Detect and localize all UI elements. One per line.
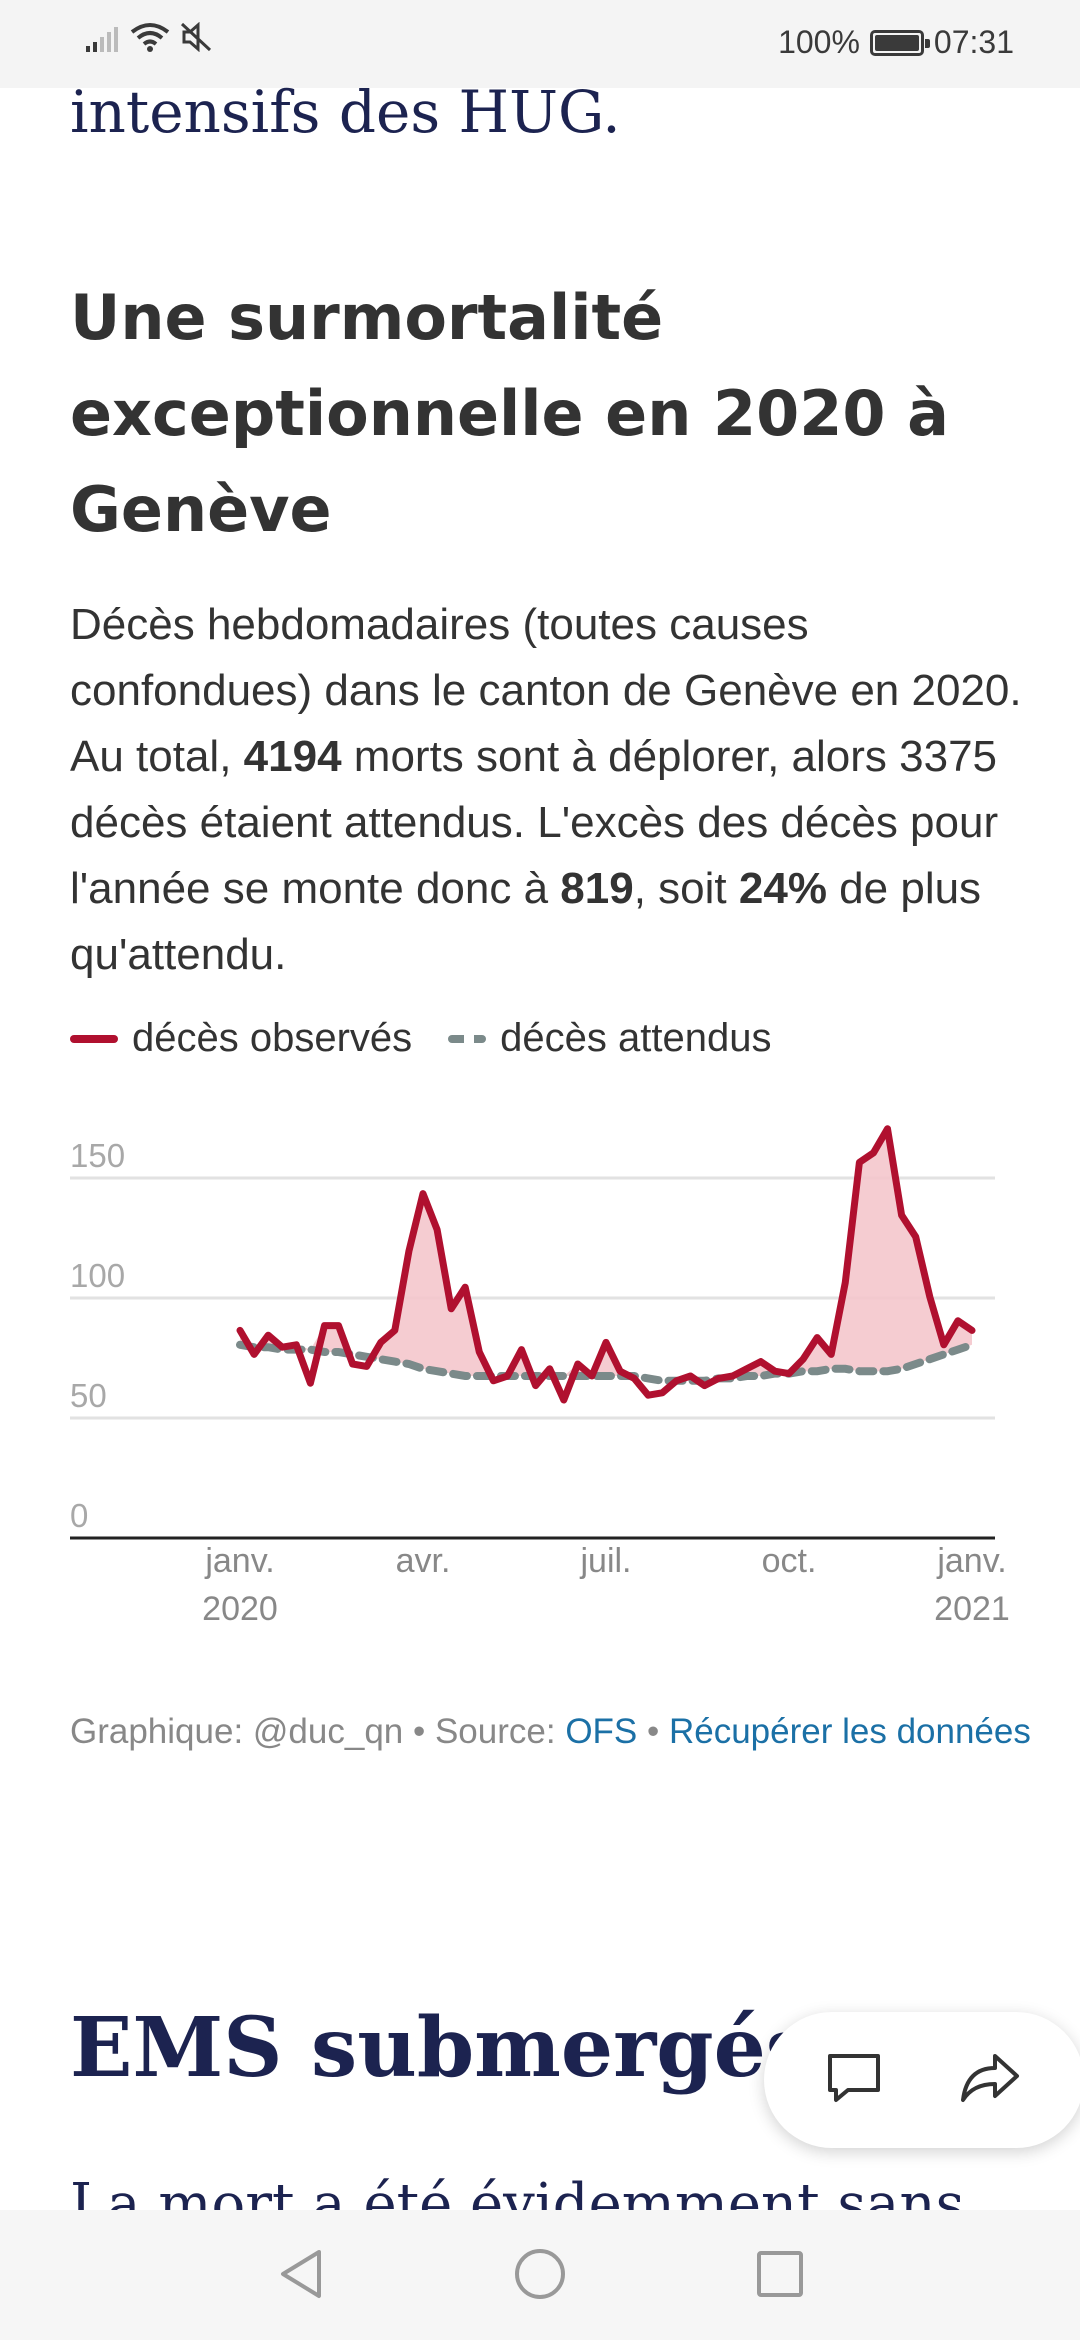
section-title-line: Genève bbox=[70, 473, 332, 546]
mortality-chart: 0 50 100 150 janv. 2020 avr. juil. oct. janv. 2021 bbox=[70, 1125, 1010, 1628]
mute-icon bbox=[180, 21, 214, 60]
back-icon bbox=[275, 2246, 325, 2307]
y-tick-label: 150 bbox=[70, 1137, 125, 1174]
comment-button[interactable] bbox=[820, 2046, 888, 2114]
battery-icon bbox=[869, 29, 930, 56]
clock: 07:31 bbox=[933, 24, 1014, 60]
previous-paragraph-end: intensifs des HUG. bbox=[70, 78, 621, 146]
home-button[interactable] bbox=[508, 2244, 572, 2308]
chart-legend: décès observés décès attendus bbox=[70, 1016, 771, 1061]
section-title: Une surmortalité exceptionnelle en 2020 … bbox=[70, 270, 1010, 558]
y-tick-label: 100 bbox=[70, 1257, 125, 1294]
source-separator: • bbox=[637, 1712, 669, 1751]
status-icons-left bbox=[86, 21, 214, 60]
lead-text: Décès hebdomadaires (toutes causes confo… bbox=[70, 600, 1022, 781]
total-deaths: 4194 bbox=[243, 732, 342, 781]
lead-text: morts sont à déplorer, alors 3375 décès … bbox=[70, 732, 999, 913]
chart-source: Graphique: @duc_qn • Source: OFS • Récup… bbox=[70, 1712, 1031, 1752]
excess-percent: 24% bbox=[738, 864, 827, 913]
excess-area bbox=[240, 1128, 972, 1381]
recents-icon bbox=[755, 2249, 805, 2304]
x-tick-label: oct. bbox=[762, 1542, 817, 1580]
legend-observed-label: décès observés bbox=[132, 1016, 413, 1060]
section-title-line: Une surmortalité bbox=[70, 281, 664, 354]
signal-icon bbox=[86, 23, 120, 60]
lead-text: de plus qu'attendu. bbox=[70, 864, 982, 979]
status-bar: 100% 07:31 bbox=[0, 0, 1080, 88]
x-tick-label: avr. bbox=[396, 1542, 451, 1580]
status-icons-right: 100% 07:31 bbox=[778, 24, 1014, 61]
section-title-line: exceptionnelle en 2020 à bbox=[70, 377, 949, 450]
expected-deaths-line bbox=[236, 1340, 976, 1385]
battery-percent: 100% bbox=[778, 24, 860, 60]
chart-description: Décès hebdomadaires (toutes causes confo… bbox=[70, 592, 1030, 988]
y-tick-label: 0 bbox=[70, 1497, 88, 1534]
back-button[interactable] bbox=[268, 2244, 332, 2308]
x-tick-label: janv. bbox=[204, 1542, 274, 1580]
excess-deaths: 819 bbox=[560, 864, 634, 913]
observed-swatch bbox=[70, 1034, 118, 1043]
comment-icon bbox=[824, 2050, 884, 2111]
x-tick-label: janv. bbox=[936, 1542, 1006, 1580]
source-prefix: Graphique: @duc_qn • Source: bbox=[70, 1712, 566, 1751]
share-icon bbox=[959, 2050, 1021, 2111]
legend-expected-label: décès attendus bbox=[500, 1016, 772, 1060]
y-tick-label: 50 bbox=[70, 1377, 107, 1414]
x-tick-year-label: 2021 bbox=[934, 1590, 1010, 1628]
x-tick-year-label: 2020 bbox=[202, 1590, 278, 1628]
expected-swatch bbox=[448, 1034, 487, 1043]
source-link-ofs[interactable]: OFS bbox=[565, 1712, 638, 1751]
next-section-heading: EMS submergés bbox=[70, 2000, 812, 2096]
lead-text: , soit bbox=[633, 864, 739, 913]
wifi-icon bbox=[130, 22, 170, 60]
recents-button[interactable] bbox=[748, 2244, 812, 2308]
download-data-link[interactable]: Récupérer les données bbox=[668, 1712, 1031, 1751]
floating-action-bar bbox=[764, 2012, 1080, 2148]
home-icon bbox=[512, 2246, 568, 2307]
x-tick-label: juil. bbox=[579, 1542, 631, 1580]
observed-deaths-line bbox=[236, 1125, 976, 1404]
system-navigation-bar bbox=[0, 2210, 1080, 2340]
share-button[interactable] bbox=[956, 2046, 1024, 2114]
